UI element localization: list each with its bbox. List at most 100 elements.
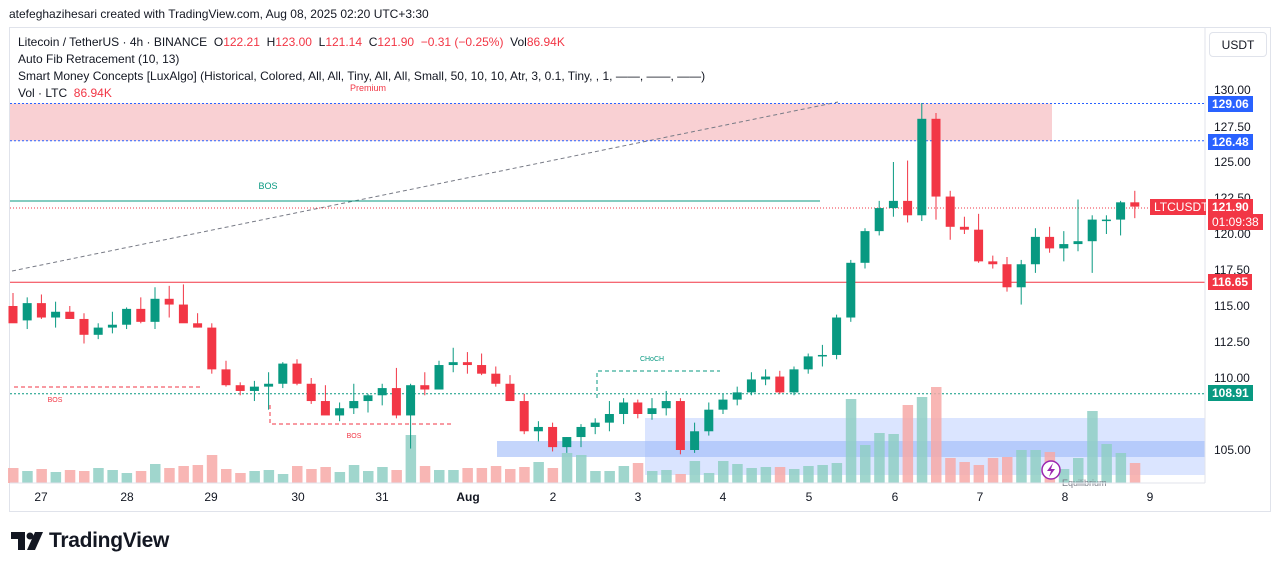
countdown-tag: 01:09:38 [1208,214,1263,230]
volume-indicator-label: Vol · LTC [18,86,68,100]
volume-bar [576,455,587,483]
candle-body [349,401,359,409]
chart-frame[interactable] [9,27,1271,512]
candle-body [519,401,529,432]
volume-bar [334,472,346,483]
volume-bar [306,469,317,483]
volume-bar [1087,411,1098,483]
candle-body [249,386,259,391]
time-tick-label: 2 [550,490,557,504]
candle-body [264,383,274,387]
candle-body [576,426,586,438]
time-tick-label: 5 [806,490,813,504]
candle-body [122,308,132,325]
candle-body [65,311,75,319]
candle-body [107,324,117,328]
volume-bar [831,463,843,483]
volume-bar [689,461,701,483]
candle-body [1045,236,1055,249]
candle-body [1016,264,1026,288]
price-tag-126: 126.48 [1208,134,1253,150]
premium-zone [10,103,1052,141]
candle-body [619,402,629,414]
candle-body [377,388,387,396]
price-tag-108: 108.91 [1208,385,1253,401]
price-tick-label: 117.50 [1214,263,1250,277]
candle-body [548,426,558,448]
candle-body [917,118,927,216]
volume-bar [490,466,502,483]
candle-body [1059,244,1069,249]
time-tick-label: 28 [120,490,134,504]
indicator-fib[interactable]: Auto Fib Retracement (10, 13) [18,52,180,66]
candle-body [320,401,330,416]
volume-bar [249,471,260,483]
volume-bar [1016,450,1027,483]
time-tick-label: 6 [892,490,899,504]
volume-bar [93,468,104,483]
price-tick-label: 112.50 [1214,335,1250,349]
choch-line [596,370,720,398]
volume-bar [391,470,402,483]
volume-bar [434,470,445,483]
choch-label: CHoCH [640,356,664,363]
volume-bar [192,465,204,483]
volume-bar [1129,463,1141,483]
time-tick-label: 29 [204,490,218,504]
volume-bar [107,470,118,483]
volume-bar [902,405,914,483]
candle-body [292,363,302,384]
indicator-volume[interactable]: Vol · LTC 86.94K [18,86,112,100]
candle-body [704,409,714,432]
volume-bar [150,464,161,483]
candle-body [207,327,217,370]
volume-bar [732,464,743,483]
volume-bar [675,474,686,483]
volume-bar [64,470,76,483]
candle-body [633,402,643,414]
candle-body [434,365,444,390]
candle-body [8,306,18,324]
volume-bar [945,458,956,483]
brand-name: TradingView [49,529,170,552]
volume-bar [647,471,658,483]
price-tick-label: 130.00 [1214,83,1251,97]
volume-bar [931,387,942,483]
volume-bar [476,468,488,483]
candle-body [36,303,46,318]
open-label: O [213,35,224,49]
price-tick-label: 105.00 [1214,443,1251,457]
time-tick-label: 7 [977,490,984,504]
volume-bar [292,466,303,483]
candle-body [1130,202,1140,207]
candle-body [604,414,614,423]
volume-bar [348,465,360,483]
candle-body [1101,219,1111,222]
time-tick-label: Aug [456,490,479,504]
symbol-name[interactable]: Litecoin / TetherUS · 4h · BINANCE [18,35,208,49]
price-tick-label: 120.00 [1214,227,1251,241]
volume-bar [505,469,516,483]
price-tick-label: 110.00 [1214,371,1250,385]
volume-bar [860,445,871,483]
candle-body [647,408,657,414]
candle-body [874,208,884,232]
candle-body [221,369,231,386]
currency-button[interactable]: USDT [1209,32,1267,57]
candle-body [278,363,288,384]
bos-line-mid [269,405,452,425]
candle-body [363,395,373,402]
candle-body [562,437,572,448]
price-tick-label: 127.50 [1214,120,1251,134]
volume-bar [888,434,899,483]
volume-bar [448,470,459,483]
volume-bar [206,455,218,483]
high-value: 123.00 [275,35,312,49]
volume-bar [263,470,275,483]
volume-bar [789,469,800,483]
tradingview-logo[interactable]: TradingView [11,529,169,553]
price-tag-116: 116.65 [1208,274,1253,290]
indicator-smc[interactable]: Smart Money Concepts [LuxAlgo] (Historic… [18,69,706,83]
volume-bar [79,471,90,483]
